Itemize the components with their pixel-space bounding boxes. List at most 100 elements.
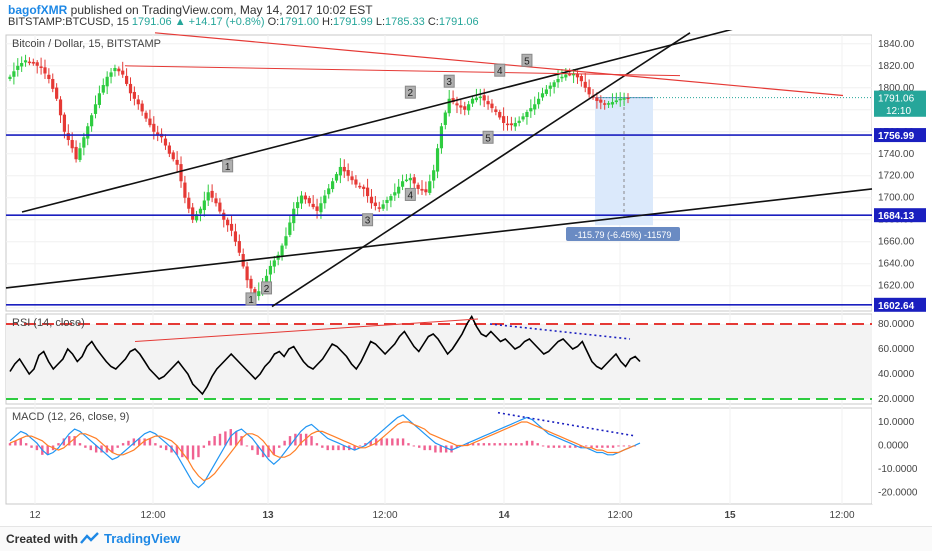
level-price-label: 1602.64 <box>878 301 915 312</box>
macd-histogram-bar <box>606 445 609 448</box>
chart-header: bagofXMR published on TradingView.com, M… <box>0 0 932 30</box>
macd-histogram-bar <box>547 445 550 448</box>
candle-body <box>288 222 292 235</box>
wave-label: 3 <box>365 216 371 227</box>
candle-body <box>156 132 160 135</box>
candle-body <box>560 76 564 79</box>
macd-histogram-bar <box>89 445 92 451</box>
candle-body <box>327 188 331 195</box>
macd-histogram-bar <box>482 443 486 446</box>
candle-body <box>548 85 552 89</box>
macd-histogram-bar <box>245 445 249 447</box>
candle-body <box>272 260 276 267</box>
macd-histogram-bar <box>514 443 518 446</box>
candle-body <box>599 99 603 103</box>
tradingview-logo-icon <box>80 532 99 544</box>
macd-histogram-bar <box>57 443 60 446</box>
open-value: 1791.00 <box>279 16 319 28</box>
author-link[interactable]: bagofXMR <box>8 3 68 17</box>
candle-body <box>113 67 117 72</box>
rsi-tick-label: 20.0000 <box>878 394 915 405</box>
macd-line <box>9 414 641 489</box>
candle-body <box>455 103 459 106</box>
last-price-tag <box>874 90 926 105</box>
candle-body <box>264 275 269 286</box>
wave-label-box <box>245 292 257 306</box>
symbol-line: BITSTAMP:BTCUSD, 15 1791.06 ▲ +14.17 (+0… <box>8 16 479 28</box>
macd-histogram-bar <box>498 443 502 446</box>
macd-histogram-bar <box>401 438 405 446</box>
candle-body <box>603 103 607 105</box>
price-tick-label: 1820.00 <box>878 61 915 72</box>
price-tick-label: 1740.00 <box>878 149 915 160</box>
trend-line-upper[interactable] <box>21 30 740 213</box>
candle-body <box>439 126 444 149</box>
candle-body <box>614 100 618 103</box>
macd-histogram-bar <box>574 445 577 448</box>
chart-canvas[interactable]: 1600.001620.001640.001660.001680.001700.… <box>0 30 932 526</box>
rsi-tick-label: 80.0000 <box>878 319 915 330</box>
candle-body <box>319 203 323 213</box>
candle-body <box>334 174 339 181</box>
wave-label: 5 <box>524 56 530 67</box>
rsi-trend-line <box>134 318 479 342</box>
price-pane[interactable] <box>5 34 873 312</box>
candle-body <box>575 73 580 78</box>
candle-body <box>218 202 222 212</box>
price-title: Bitcoin / Dollar, 15, BITSTAMP <box>12 38 161 50</box>
candle-body <box>467 104 471 111</box>
candle-body <box>447 98 451 114</box>
trend-line-lower[interactable] <box>5 188 873 289</box>
measure-label-bg <box>566 227 680 242</box>
wave-label: 1 <box>248 295 254 306</box>
candle-body <box>404 179 409 182</box>
wave-label: 4 <box>408 190 414 201</box>
macd-histogram-bar <box>337 445 340 451</box>
macd-histogram-bar <box>132 438 136 446</box>
wave-label-box <box>404 85 416 99</box>
rsi-title: RSI (14, close) <box>12 317 85 329</box>
candle-body <box>610 102 615 105</box>
macd-histogram-bar <box>342 445 346 451</box>
low-label: L: <box>375 16 386 28</box>
macd-histogram-bar <box>164 445 168 451</box>
macd-histogram-bar <box>493 443 496 446</box>
candle-body <box>478 96 482 99</box>
macd-histogram-bar <box>14 440 17 446</box>
candle-body <box>463 106 467 110</box>
candle-body <box>90 115 94 127</box>
candle-body <box>583 81 587 88</box>
candle-body <box>257 291 261 297</box>
candle-body <box>443 112 447 125</box>
candle-body <box>82 137 86 148</box>
macd-histogram-bar <box>186 445 189 460</box>
trend-line-rising[interactable] <box>271 32 691 308</box>
candle-body <box>229 223 234 231</box>
macd-histogram-bar <box>46 445 49 455</box>
candle-body <box>93 104 98 114</box>
candle-body <box>210 190 214 198</box>
price-tick-label: 1700.00 <box>878 193 915 204</box>
candle-body <box>459 105 463 108</box>
wave-label: 4 <box>497 66 503 77</box>
candle-body <box>482 95 486 101</box>
time-tick-label: 12:00 <box>372 510 397 521</box>
wave-label-box <box>482 130 494 144</box>
macd-histogram-bar <box>234 431 238 446</box>
wave-label: 5 <box>485 133 491 144</box>
candle-body <box>280 245 284 257</box>
macd-histogram-bar <box>8 443 12 446</box>
resistance-line-flat[interactable] <box>124 65 681 77</box>
time-tick-label: 14 <box>498 510 510 521</box>
tradingview-brand-link[interactable]: TradingView <box>104 531 181 546</box>
candle-body <box>420 188 424 191</box>
candle-body <box>222 212 226 220</box>
macd-pane[interactable] <box>5 407 873 505</box>
created-with-label: Created with <box>6 532 79 546</box>
macd-histogram-bar <box>520 443 523 446</box>
macd-histogram-bar <box>35 445 39 451</box>
macd-histogram-bar <box>127 440 130 446</box>
candle-body <box>78 148 82 160</box>
macd-histogram-bar <box>191 445 195 460</box>
candle-body <box>97 93 101 105</box>
